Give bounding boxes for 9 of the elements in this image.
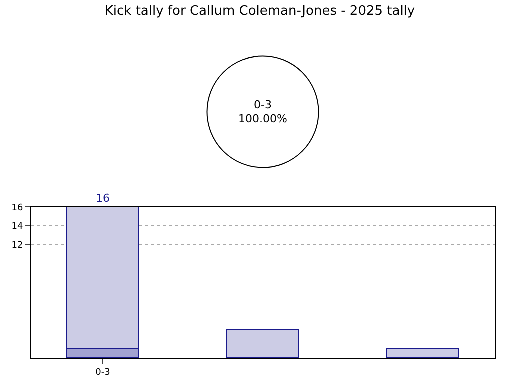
bar	[226, 329, 300, 358]
y-tick-label: 16	[12, 203, 24, 214]
chart-title: Kick tally for Callum Coleman-Jones - 2025 tally	[104, 4, 416, 19]
slice-label: 0-3	[254, 98, 272, 112]
y-tick-label: 12	[12, 240, 24, 251]
data-label: 100.00%	[238, 112, 288, 126]
bar	[386, 348, 460, 358]
y-tick-label: 14	[12, 222, 24, 232]
total-label: 16	[96, 192, 110, 205]
